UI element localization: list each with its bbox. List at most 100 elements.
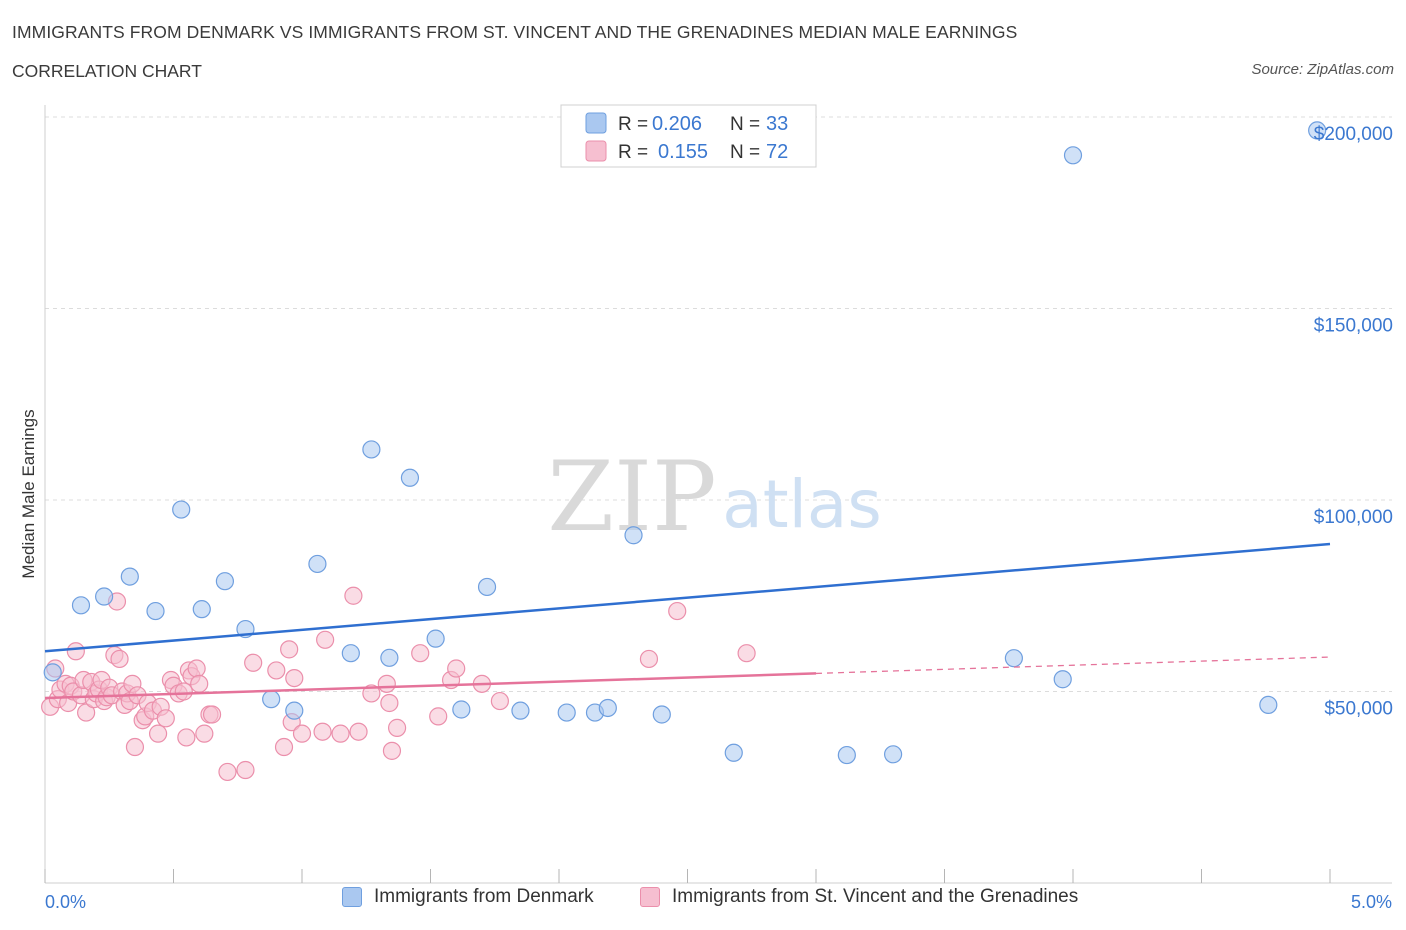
chart-subtitle: CORRELATION CHART — [12, 61, 202, 81]
stvincent-point[interactable] — [377, 674, 396, 693]
stvincent-point[interactable] — [639, 649, 659, 669]
stvincent-point[interactable] — [187, 659, 206, 678]
stvincent-point[interactable] — [195, 724, 214, 743]
legend-r-label-stvincent: R = — [618, 142, 648, 163]
denmark-point[interactable] — [341, 644, 360, 663]
stvincent-point[interactable] — [267, 661, 286, 680]
stvincent-point[interactable] — [174, 682, 193, 701]
denmark-point[interactable] — [511, 701, 530, 720]
denmark-point[interactable] — [400, 468, 420, 487]
denmark-point[interactable] — [262, 690, 281, 709]
denmark-point[interactable] — [71, 596, 91, 615]
stvincent-point[interactable] — [447, 659, 466, 678]
legend-r-value-stvincent: 0.155 — [658, 141, 708, 163]
gridlines — [45, 116, 1392, 692]
stvincent-point[interactable] — [280, 640, 299, 659]
denmark-point[interactable] — [452, 700, 471, 719]
denmark-point[interactable] — [380, 648, 399, 667]
x-tick-label-max: 5.0% — [1351, 892, 1392, 912]
legend-swatch-stvincent-bottom — [640, 887, 660, 907]
denmark-point[interactable] — [837, 745, 856, 765]
denmark-point[interactable] — [1004, 649, 1023, 668]
denmark-point[interactable] — [308, 554, 327, 574]
stvincent-point[interactable] — [349, 722, 368, 741]
stvincent-point[interactable] — [77, 703, 96, 722]
denmark-point[interactable] — [557, 703, 576, 722]
y-tick-labels: $50,000 $100,000 $150,000 $200,000 — [1314, 124, 1393, 720]
denmark-point[interactable] — [598, 698, 617, 718]
legend-n-value-denmark: 33 — [766, 113, 788, 135]
stvincent-point[interactable] — [292, 724, 312, 743]
stvincent-points — [41, 586, 756, 782]
denmark-point[interactable] — [362, 440, 381, 459]
stvincent-point[interactable] — [490, 691, 509, 711]
denmark-point[interactable] — [652, 705, 671, 724]
stvincent-point[interactable] — [190, 674, 209, 693]
stvincent-point[interactable] — [429, 707, 448, 726]
stvincent-point[interactable] — [110, 649, 129, 669]
denmark-point[interactable] — [215, 572, 234, 591]
denmark-point[interactable] — [95, 587, 114, 606]
y-tick-label-0: $50,000 — [1324, 699, 1393, 720]
denmark-point[interactable] — [1063, 146, 1083, 165]
denmark-point[interactable] — [285, 701, 304, 720]
correlation-legend: R = 0.206 N = 33 R = 0.155 N = 72 — [560, 104, 817, 168]
denmark-point[interactable] — [624, 526, 643, 545]
stvincent-point[interactable] — [244, 653, 263, 672]
denmark-point[interactable] — [426, 629, 445, 648]
stvincent-point[interactable] — [125, 737, 145, 757]
legend-swatch-stvincent — [585, 140, 607, 162]
stvincent-point[interactable] — [362, 684, 381, 703]
stvincent-point[interactable] — [156, 709, 175, 728]
stvincent-point[interactable] — [236, 760, 255, 780]
stvincent-point[interactable] — [382, 741, 402, 760]
denmark-point[interactable] — [192, 600, 211, 619]
denmark-point[interactable] — [172, 500, 191, 519]
stvincent-trend-line — [44, 672, 817, 700]
denmark-points — [43, 121, 1327, 765]
stvincent-point[interactable] — [380, 693, 399, 713]
stvincent-point[interactable] — [218, 762, 237, 782]
denmark-point[interactable] — [724, 743, 743, 762]
stvincent-point[interactable] — [274, 737, 294, 757]
y-tick-label-3: $200,000 — [1314, 124, 1393, 145]
stvincent-point[interactable] — [411, 644, 430, 663]
axes — [44, 105, 1392, 884]
stvincent-point[interactable] — [737, 644, 756, 663]
legend-label-stvincent: Immigrants from St. Vincent and the Gren… — [672, 886, 1079, 907]
stvincent-point[interactable] — [313, 722, 332, 741]
legend-swatch-denmark — [585, 112, 607, 134]
watermark: ZIP atlas — [547, 441, 881, 553]
legend-n-label-stvincent: N = — [730, 142, 760, 163]
legend-item-denmark[interactable]: Immigrants from Denmark — [342, 886, 594, 908]
stvincent-point[interactable] — [285, 668, 304, 688]
y-axis-label: Median Male Earnings — [19, 409, 38, 578]
legend-r-label-denmark: R = — [618, 114, 648, 135]
denmark-point[interactable] — [1259, 695, 1278, 715]
stvincent-point[interactable] — [387, 718, 407, 737]
stvincent-point[interactable] — [148, 724, 168, 743]
stvincent-point[interactable] — [344, 586, 363, 605]
source-label: Source: ZipAtlas.com — [1251, 61, 1394, 78]
legend-n-value-stvincent: 72 — [766, 141, 788, 163]
denmark-trend-line — [44, 542, 1331, 653]
denmark-point[interactable] — [883, 745, 903, 764]
legend-swatch-denmark-bottom — [342, 887, 362, 907]
stvincent-point[interactable] — [202, 705, 222, 724]
denmark-point[interactable] — [1308, 121, 1327, 140]
denmark-point[interactable] — [120, 567, 139, 586]
legend-r-value-denmark: 0.206 — [652, 113, 702, 135]
series-legend: Immigrants from Denmark Immigrants from … — [0, 886, 1406, 918]
denmark-point[interactable] — [477, 577, 497, 597]
legend-item-stvincent[interactable]: Immigrants from St. Vincent and the Gren… — [640, 886, 1078, 908]
y-tick-label-2: $150,000 — [1314, 316, 1393, 337]
stvincent-point[interactable] — [331, 724, 350, 743]
denmark-point[interactable] — [1053, 670, 1072, 689]
stvincent-point[interactable] — [177, 728, 196, 747]
stvincent-point[interactable] — [316, 630, 335, 649]
stvincent-point[interactable] — [668, 601, 687, 621]
stvincent-point[interactable] — [66, 642, 85, 661]
legend-n-label-denmark: N = — [730, 114, 760, 135]
denmark-point[interactable] — [146, 601, 165, 621]
denmark-point[interactable] — [43, 663, 62, 682]
